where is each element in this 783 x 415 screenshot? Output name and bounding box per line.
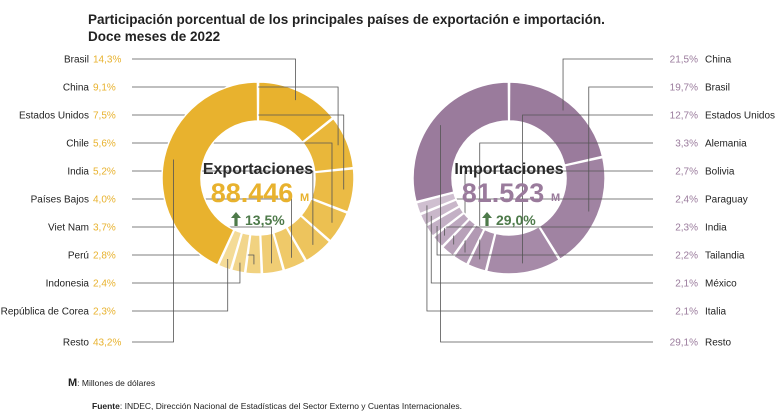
category-label-peru: Perú xyxy=(68,251,89,262)
source-label: Fuente xyxy=(92,401,120,411)
center-value: 88.446 xyxy=(211,178,294,208)
category-label-china: China xyxy=(63,83,90,94)
source-note: Fuente: INDEC, Dirección Nacional de Est… xyxy=(92,401,462,411)
importaciones-donut: 21,5% China 19,7% Brasil 12,7% Estados Unidos… xyxy=(412,55,775,349)
data-label-mexico: 2,1% xyxy=(675,279,698,290)
leader-line-mexico xyxy=(430,215,653,284)
up-arrow-icon xyxy=(231,212,241,226)
center-unit: M xyxy=(300,192,309,204)
category-label-indonesia: Indonesia xyxy=(46,279,90,290)
category-label-mexico: México xyxy=(705,279,737,290)
category-label-chile: Chile xyxy=(66,139,89,150)
leader-line-brasil xyxy=(588,86,653,212)
category-label-china: China xyxy=(705,55,732,66)
chart-title-line-1: Participación porcentual de los principa… xyxy=(88,12,605,27)
slice-china xyxy=(508,81,604,167)
category-label-resto: Resto xyxy=(705,338,732,349)
data-label-viet-nam: 3,7% xyxy=(93,223,116,234)
leader-line-brasil xyxy=(132,58,296,101)
category-label-viet-nam: Viet Nam xyxy=(48,223,89,234)
leader-line-resto xyxy=(440,125,653,343)
leader-line-china xyxy=(132,86,339,146)
slice-brasil xyxy=(257,81,334,144)
category-label-bolivia: Bolivia xyxy=(705,167,735,178)
category-label-paraguay: Paraguay xyxy=(705,195,748,206)
data-label-resto: 43,2% xyxy=(93,338,121,349)
data-label-resto: 29,1% xyxy=(670,338,698,349)
category-label-estados-unidos: Estados Unidos xyxy=(705,111,775,122)
category-label-brasil: Brasil xyxy=(64,55,89,66)
unit-symbol: M xyxy=(68,377,78,389)
slice-china xyxy=(301,117,355,173)
slice-estados-unidos xyxy=(310,167,355,214)
data-label-china: 21,5% xyxy=(670,55,698,66)
data-label-alemania: 3,3% xyxy=(675,139,698,150)
category-label-paises-bajos: Países Bajos xyxy=(31,195,89,206)
category-label-india: India xyxy=(67,167,89,178)
data-label-bolivia: 2,7% xyxy=(675,167,698,178)
data-label-brasil: 14,3% xyxy=(93,55,121,66)
data-label-peru: 2,8% xyxy=(93,251,116,262)
data-label-republica-de-corea: 2,3% xyxy=(93,307,116,318)
exportaciones-donut: 14,3% Brasil 9,1%China 7,5% Estados Unidos 5,… xyxy=(1,55,355,349)
data-label-india: 2,3% xyxy=(675,223,698,234)
unit-text: : Millones de dólares xyxy=(77,378,156,388)
data-label-tailandia: 2,2% xyxy=(675,251,698,262)
category-label-italia: Italia xyxy=(705,307,727,318)
center-unit: M xyxy=(551,192,560,204)
change-value: 13,5% xyxy=(245,212,285,228)
center-title: Importaciones xyxy=(454,161,563,178)
data-label-china: 9,1% xyxy=(93,83,116,94)
category-label-republica-de-corea: República de Corea xyxy=(1,307,90,318)
source-text: : INDEC, Dirección Nacional de Estadísti… xyxy=(119,401,462,411)
data-label-paraguay: 2,4% xyxy=(675,195,698,206)
chart-title-line-2: Doce meses de 2022 xyxy=(88,29,221,44)
data-label-brasil: 19,7% xyxy=(670,83,698,94)
data-label-india: 5,2% xyxy=(93,167,116,178)
data-label-estados-unidos: 7,5% xyxy=(93,111,116,122)
data-label-chile: 5,6% xyxy=(93,139,116,150)
leader-line-indonesia xyxy=(132,262,241,284)
chart-title: Participación porcentual de los principa… xyxy=(88,11,605,45)
unit-footnote: M: Millones de dólares xyxy=(68,377,155,389)
leader-line-alemania xyxy=(479,142,653,260)
data-label-paises-bajos: 4,0% xyxy=(93,195,116,206)
leader-line-tailandia xyxy=(436,226,653,256)
category-label-estados-unidos: Estados Unidos xyxy=(19,111,89,122)
center-value: 81.523 xyxy=(462,178,545,208)
leader-line-republica-de-corea xyxy=(132,259,229,312)
category-label-alemania: Alemania xyxy=(705,139,747,150)
category-label-tailandia: Tailandia xyxy=(705,251,745,262)
leader-line-peru xyxy=(132,254,255,265)
data-label-estados-unidos: 12,7% xyxy=(670,111,698,122)
category-label-india: India xyxy=(705,223,727,234)
change-value: 29,0% xyxy=(496,212,536,228)
slice-resto xyxy=(412,81,510,203)
leader-line-estados-unidos xyxy=(522,114,653,264)
category-label-brasil: Brasil xyxy=(705,83,730,94)
data-label-italia: 2,1% xyxy=(675,307,698,318)
slice-resto xyxy=(161,81,259,267)
leader-line-italia xyxy=(426,205,653,312)
leader-line-china xyxy=(562,58,653,111)
category-label-resto: Resto xyxy=(63,338,90,349)
up-arrow-icon xyxy=(482,212,492,226)
leader-line-resto xyxy=(132,159,174,343)
data-label-indonesia: 2,4% xyxy=(93,279,116,290)
center-title: Exportaciones xyxy=(203,161,313,178)
